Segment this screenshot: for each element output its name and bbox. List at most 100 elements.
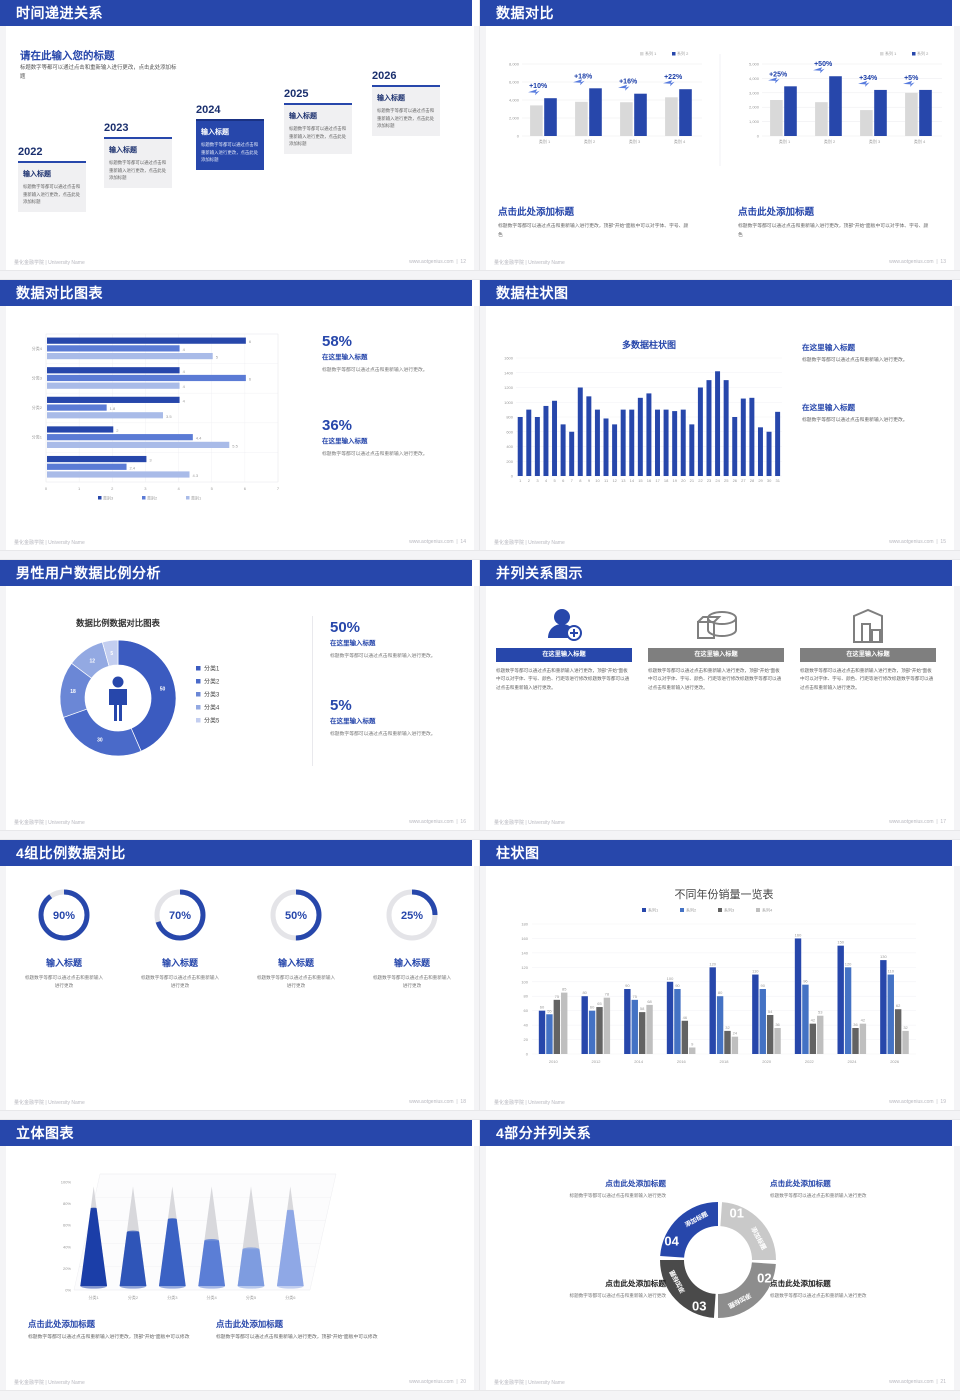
timeline-heading: 输入标题 — [201, 129, 229, 136]
bar — [655, 409, 660, 476]
svg-text:4.4: 4.4 — [196, 436, 202, 441]
bar — [47, 382, 180, 389]
bar — [47, 412, 163, 419]
footer-site: www.aotgenius.com | 20 — [409, 1379, 466, 1385]
svg-text:6: 6 — [249, 376, 252, 381]
progress-ring-card[interactable]: 25% 输入标题 标题数字等都可以通过点击和重新输入进行更改 — [360, 884, 464, 991]
svg-text:42: 42 — [861, 1018, 866, 1023]
card-label[interactable]: 在这里输入标题 — [800, 648, 936, 662]
info-card[interactable]: 在这里输入标题 标题数字等都可以通过点击和重新输入进行更改，顶部“开始”面板中可… — [800, 604, 936, 692]
svg-text:53: 53 — [818, 1010, 823, 1015]
slide-header: 数据柱状图 — [480, 280, 960, 306]
slide-body: 0 200 400 600 800 1000 1200 1400 1600 1 2 3 4 5 6 7 8 9 10… — [480, 306, 960, 550]
kpi-subtitle: 在这里输入标题 — [330, 640, 376, 647]
kpi-text: 标题数字等都可以通过点击和重新输入进行更改。 — [322, 368, 428, 373]
bar — [631, 999, 638, 1054]
info-card[interactable]: 在这里输入标题 标题数字等都可以通过点击和重新输入进行更改，顶部“开始”面板中可… — [648, 604, 784, 692]
chart-s19-grouped: 0204060801001201401601806055758520108060… — [521, 887, 916, 1064]
progress-ring: 25% — [386, 889, 438, 941]
svg-text:系列 2: 系列 2 — [677, 50, 689, 56]
svg-text:160: 160 — [521, 936, 528, 941]
bar — [784, 86, 797, 136]
chart-title: 数据比例数据对比图表 — [76, 618, 160, 628]
chart-title: 不同年份销量一览表 — [675, 887, 774, 901]
user-add-icon — [496, 604, 632, 648]
kpi-text: 标题数字等都可以通过点击和重新输入进行更改。 — [330, 654, 436, 659]
timeline-heading: 输入标题 — [377, 95, 405, 102]
timeline-card[interactable]: 输入标题 标题数字等都可以通过点击和重新输入进行更改，点击此处添加标题 — [196, 119, 264, 171]
growth-annotation: +18% — [574, 73, 593, 80]
bar — [552, 400, 558, 476]
bar — [637, 397, 643, 476]
svg-text:10: 10 — [595, 478, 600, 483]
svg-text:68: 68 — [647, 999, 652, 1004]
timeline-card[interactable]: 输入标题 标题数字等都可以通过点击和重新输入进行更改，点击此处添加标题 — [284, 103, 352, 155]
bar — [538, 1010, 546, 1054]
svg-text:4: 4 — [177, 486, 180, 491]
svg-text:1: 1 — [78, 486, 81, 491]
svg-text:分类3: 分类3 — [32, 374, 43, 380]
svg-text:80: 80 — [582, 990, 587, 995]
svg-text:100: 100 — [667, 976, 674, 981]
progress-ring-card[interactable]: 90% 输入标题 标题数字等都可以通过点击和重新输入进行更改 — [12, 884, 116, 991]
bar — [681, 1020, 689, 1054]
timeline-item[interactable]: 2024 输入标题 标题数字等都可以通过点击和重新输入进行更改，点击此处添加标题 — [196, 104, 264, 171]
kpi-block: 5% 在这里输入标题 标题数字等都可以通过点击和重新输入进行更改。 — [330, 698, 465, 739]
bar — [672, 411, 678, 476]
segment-number: 03 — [692, 1298, 706, 1313]
timeline-item[interactable]: 2026 输入标题 标题数字等都可以通过点击和重新输入进行更改，点击此处添加标题 — [372, 70, 440, 137]
svg-text:80: 80 — [718, 990, 723, 995]
timeline-text: 标题数字等都可以通过点击和重新输入进行更改，点击此处添加标题 — [289, 126, 347, 147]
svg-text:4,000: 4,000 — [749, 76, 760, 81]
intro-title: 请在此输入您的标题 — [20, 50, 115, 62]
slide-body: 01 添加标题 02 添加标题 03 添加标题 04 添加标题 点击此处添加标题 标题数字等都… — [480, 1146, 960, 1390]
card-label[interactable]: 在这里输入标题 — [496, 648, 632, 662]
slide-footer: 量化金融学院 | University Name www.aotgenius.c… — [494, 1099, 946, 1106]
left-text: 标题数字等都可以通过点击和重新输入进行更改，顶部“开始”面板中可以对字体、字号、… — [498, 224, 689, 238]
svg-text:2012: 2012 — [592, 1059, 602, 1064]
timeline-year: 2025 — [284, 88, 309, 100]
timeline-item[interactable]: 2025 输入标题 标题数字等都可以通过点击和重新输入进行更改，点击此处添加标题 — [284, 88, 352, 155]
svg-text:32: 32 — [725, 1025, 730, 1030]
bar — [829, 76, 842, 136]
legend-label: 系列2 — [686, 907, 697, 913]
cylinder-chart-icon — [648, 604, 784, 648]
footer-site: www.aotgenius.com | 15 — [889, 539, 946, 545]
bar — [902, 1030, 909, 1054]
slide-header: 并列关系图示 — [480, 560, 960, 586]
card-text: 标题数字等都可以通过点击和重新输入进行更改，顶部“开始”面板中可以对字体、字号、… — [648, 668, 782, 690]
svg-text:20: 20 — [524, 1037, 529, 1042]
timeline-card[interactable]: 输入标题 标题数字等都可以通过点击和重新输入进行更改，点击此处添加标题 — [372, 85, 440, 137]
timeline-card[interactable]: 输入标题 标题数字等都可以通过点击和重新输入进行更改，点击此处添加标题 — [104, 137, 172, 189]
bar — [716, 996, 724, 1054]
timeline-card[interactable]: 输入标题 标题数字等都可以通过点击和重新输入进行更改，点击此处添加标题 — [18, 161, 86, 213]
segment-description: 标题数字等都可以通过点击和重新输入进行更改 — [770, 1293, 867, 1298]
timeline-item[interactable]: 2022 输入标题 标题数字等都可以通过点击和重新输入进行更改，点击此处添加标题 — [18, 146, 86, 213]
bar — [815, 102, 828, 136]
chart-s20-cones: 0% 20% 40% 60% 80% 100% 分类1 分类2 分类3 分类4 分类5 分类6 — [61, 1173, 337, 1300]
slide: 4部分并列关系 01 添加标题 02 添加标题 03 添加标题 04 添加标题 点击此处添加标… — [480, 1120, 960, 1390]
footer-site: www.aotgenius.com | 14 — [409, 539, 466, 545]
cone-bar — [198, 1240, 226, 1286]
slide: 数据柱状图 0 200 400 600 800 1000 1200 1400 1600 1 2 3 4 5… — [480, 280, 960, 550]
ring-segment — [720, 1202, 776, 1260]
ring-percent: 70% — [169, 910, 191, 922]
slide-header: 时间递进关系 — [0, 0, 480, 26]
timeline-item[interactable]: 2023 输入标题 标题数字等都可以通过点击和重新输入进行更改，点击此处添加标题 — [104, 122, 172, 189]
svg-text:96: 96 — [803, 979, 808, 984]
progress-ring-card[interactable]: 50% 输入标题 标题数字等都可以通过点击和重新输入进行更改 — [244, 884, 348, 991]
legend-label: 分类3 — [204, 691, 220, 699]
bar — [544, 98, 557, 136]
svg-text:180: 180 — [521, 922, 528, 927]
ring-heading: 输入标题 — [161, 958, 198, 968]
svg-text:系列 2: 系列 2 — [917, 50, 929, 56]
info-card[interactable]: 在这里输入标题 标题数字等都可以通过点击和重新输入进行更改，顶部“开始”面板中可… — [496, 604, 632, 692]
progress-ring: 50% — [270, 889, 322, 941]
card-label[interactable]: 在这里输入标题 — [648, 648, 784, 662]
svg-text:4: 4 — [183, 369, 186, 374]
segment-text-block: 点击此处添加标题 标题数字等都可以通过点击和重新输入进行更改 — [770, 1178, 940, 1201]
bar — [589, 88, 602, 136]
bar — [723, 380, 729, 476]
progress-ring-card[interactable]: 70% 输入标题 标题数字等都可以通过点击和重新输入进行更改 — [128, 884, 232, 991]
bar — [553, 999, 561, 1054]
